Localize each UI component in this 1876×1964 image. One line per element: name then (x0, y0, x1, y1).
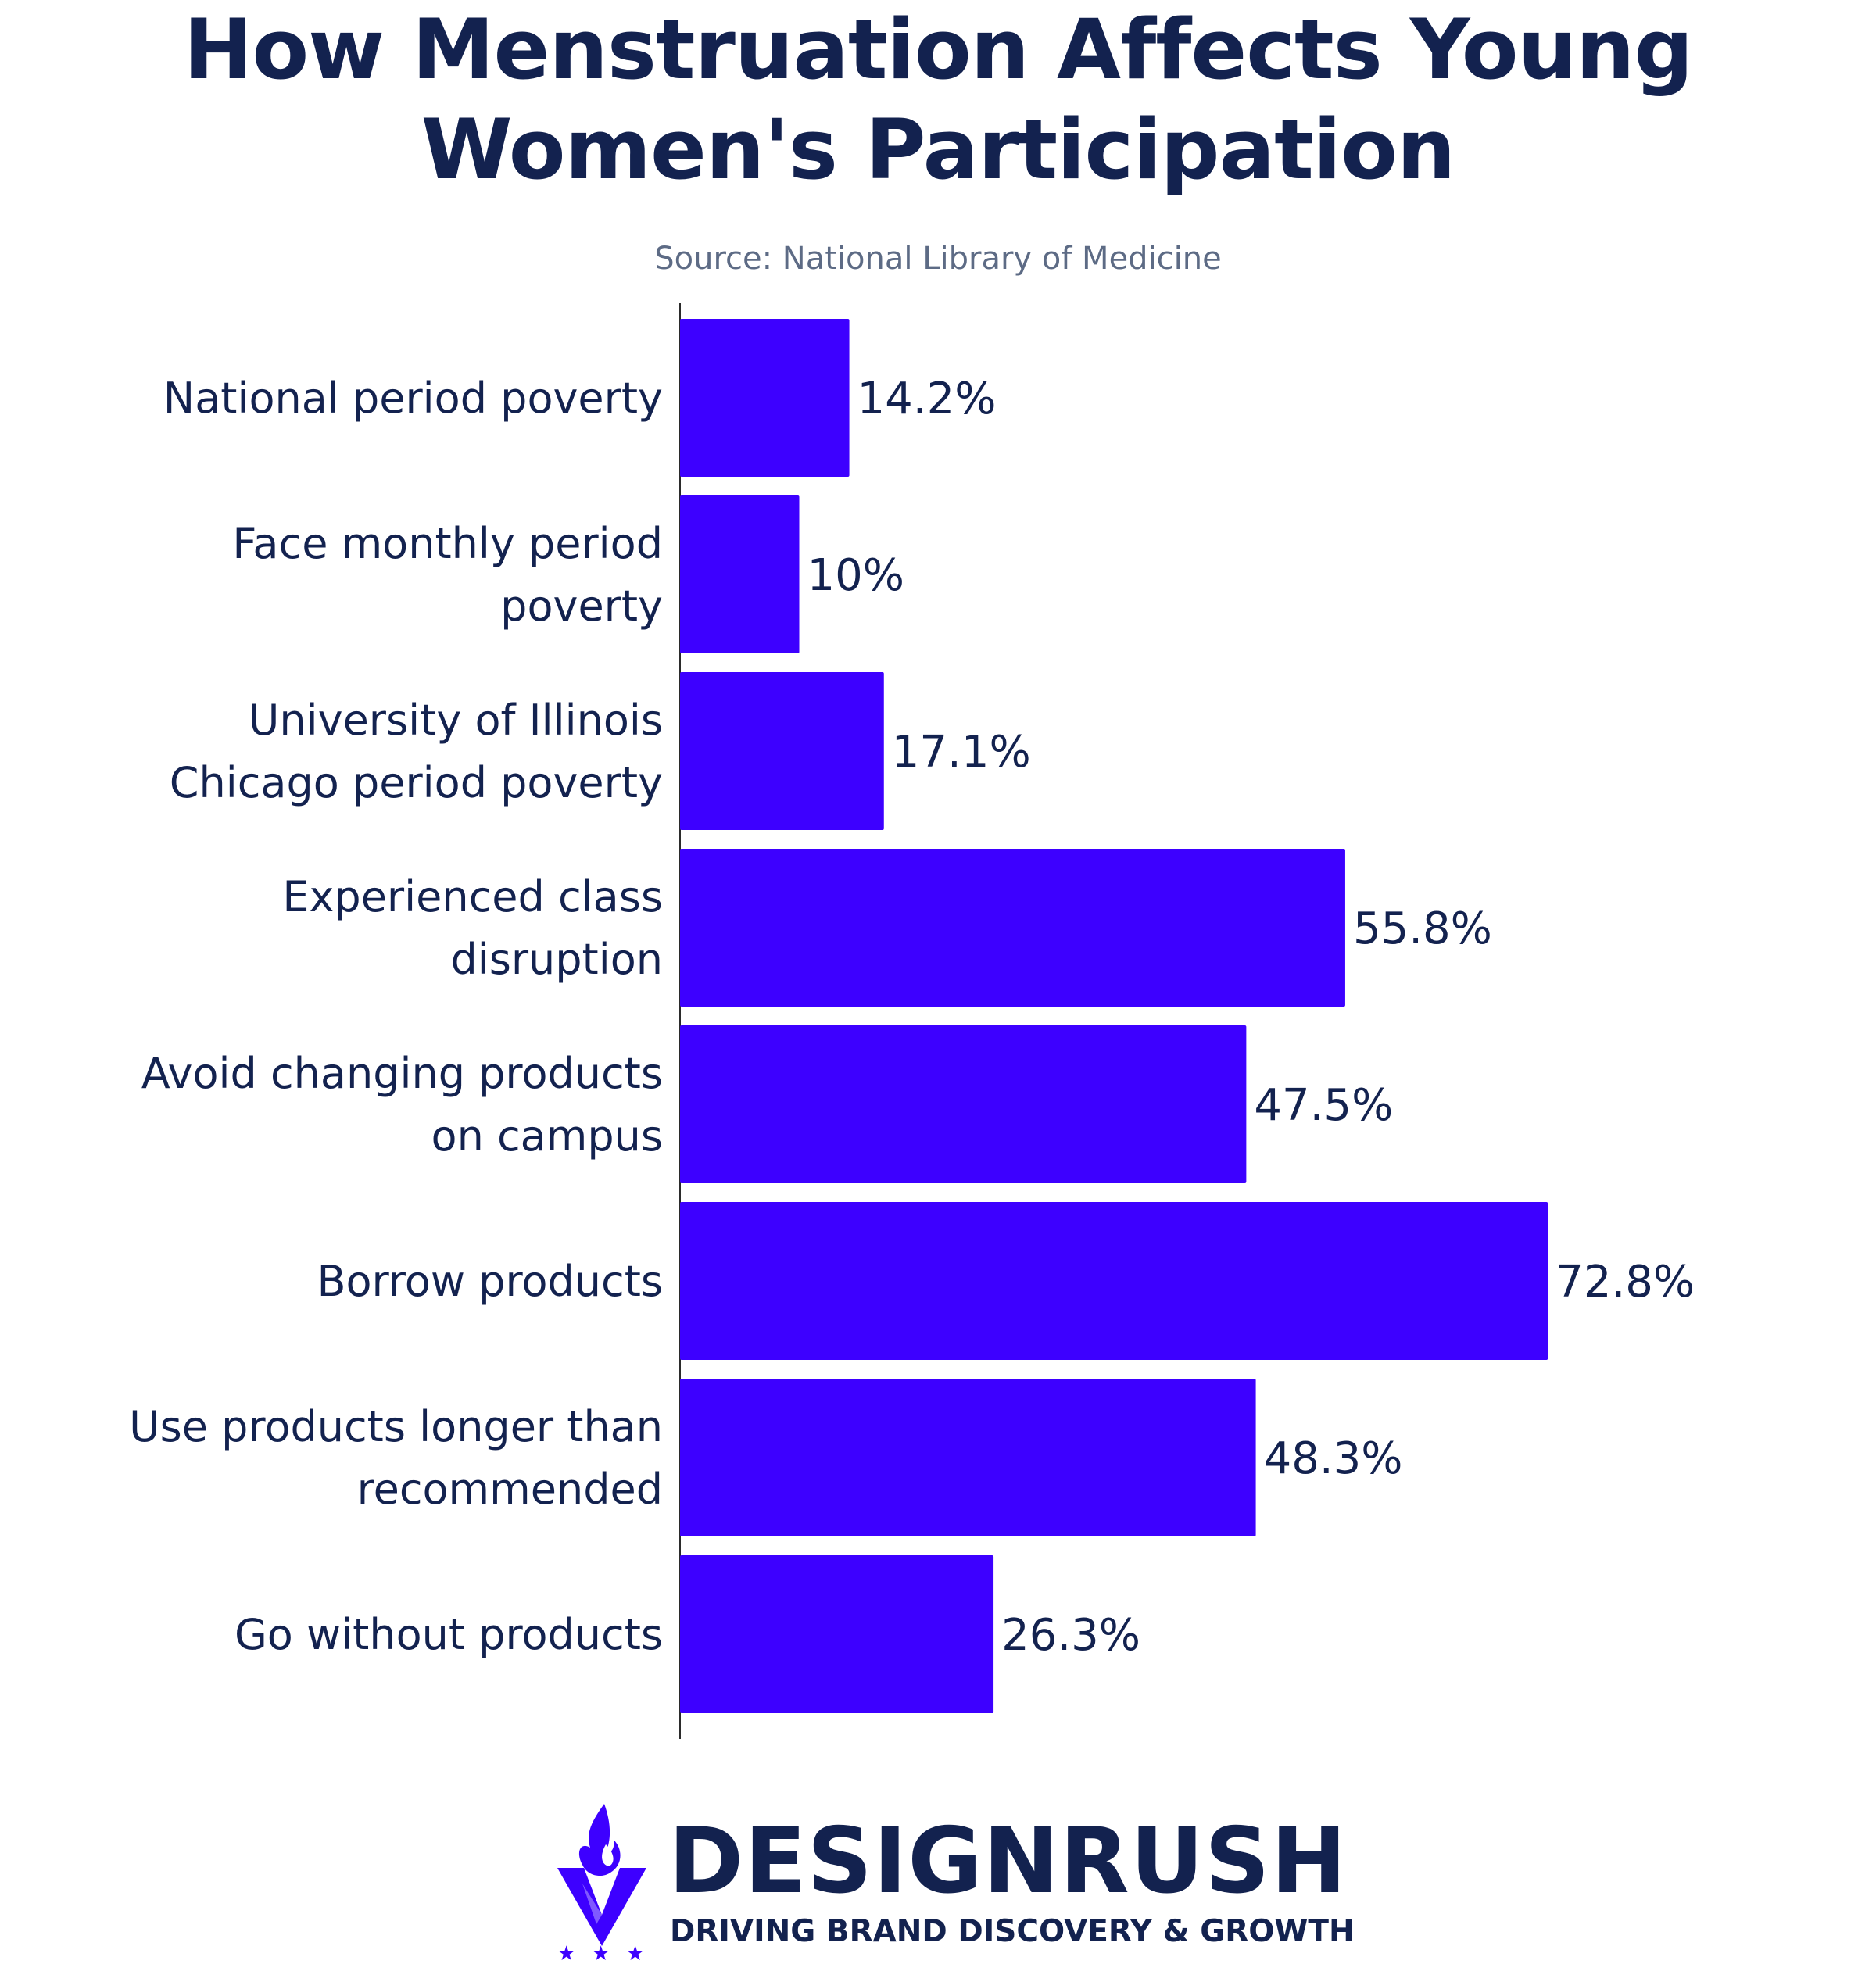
bar (680, 495, 800, 653)
bars-group (680, 319, 1548, 1713)
bar (680, 1379, 1256, 1536)
category-label-line: Go without products (234, 1610, 663, 1659)
category-label-line: Experienced class (282, 872, 663, 921)
bar-value-label: 48.3% (1264, 1433, 1403, 1484)
bar-value-label: 47.5% (1254, 1080, 1393, 1131)
category-label-line: University of Illinois (249, 696, 663, 745)
svg-text:★: ★ (592, 1942, 610, 1962)
category-label: Borrow products (317, 1257, 663, 1306)
svg-text:★: ★ (557, 1942, 575, 1962)
bar (680, 1025, 1247, 1183)
bar-value-label: 55.8% (1353, 903, 1492, 954)
bar (680, 1202, 1548, 1360)
category-label: Face monthly period poverty (232, 519, 663, 631)
chart-title-line-2: Women's Participation (421, 102, 1456, 198)
category-label-line: Avoid changing products (141, 1049, 663, 1098)
category-label: Use products longer than recommended (129, 1402, 663, 1514)
category-label-line: Face monthly period (232, 519, 663, 568)
chart-source: Source: National Library of Medicine (654, 241, 1222, 277)
bar-value-label: 17.1% (892, 727, 1031, 778)
category-label-line: on campus (431, 1111, 663, 1161)
value-labels-group: 14.2% 10% 17.1% 55.8% 47.5% 72.8% 48.3% 26.3% (807, 374, 1695, 1661)
bar-chart: National period poverty Face monthly peri… (129, 303, 1695, 1739)
chart-title-line-1: How Menstruation Affects Young (183, 2, 1694, 98)
category-label-line: Borrow products (317, 1257, 663, 1306)
category-label-line: recommended (357, 1465, 663, 1514)
category-label-line: poverty (500, 581, 663, 631)
category-label: Avoid changing products on campus (141, 1049, 663, 1161)
category-label: University of Illinois Chicago period pov… (170, 696, 663, 807)
bar-value-label: 14.2% (857, 374, 997, 424)
designrush-logo: ★ ★ ★ DESIGNRUSH DRIVING BRAND DISCOVERY… (551, 1798, 1355, 1962)
bar-value-label: 26.3% (1001, 1610, 1140, 1661)
category-label-line: Chicago period poverty (170, 758, 663, 807)
category-label: Go without products (234, 1610, 663, 1659)
bar-value-label: 72.8% (1556, 1257, 1695, 1308)
bar (680, 319, 850, 477)
category-label: National period poverty (163, 374, 663, 423)
category-label-line: disruption (450, 935, 663, 984)
logo-tagline: DRIVING BRAND DISCOVERY & GROWTH (670, 1914, 1355, 1949)
bar (680, 849, 1345, 1007)
svg-text:★: ★ (626, 1942, 644, 1962)
bar (680, 672, 884, 830)
category-label-line: National period poverty (163, 374, 663, 423)
chart-title: How Menstruation Affects Young Women's P… (0, 0, 1876, 200)
category-label: Experienced class disruption (282, 872, 663, 984)
flame-shield-icon: ★ ★ ★ (557, 1804, 646, 1962)
bar-value-label: 10% (807, 550, 904, 601)
bar (680, 1555, 994, 1713)
logo-brand-name: DESIGNRUSH (668, 1808, 1348, 1914)
category-label-line: Use products longer than (129, 1402, 663, 1451)
category-labels-group: National period poverty Face monthly peri… (129, 374, 663, 1659)
